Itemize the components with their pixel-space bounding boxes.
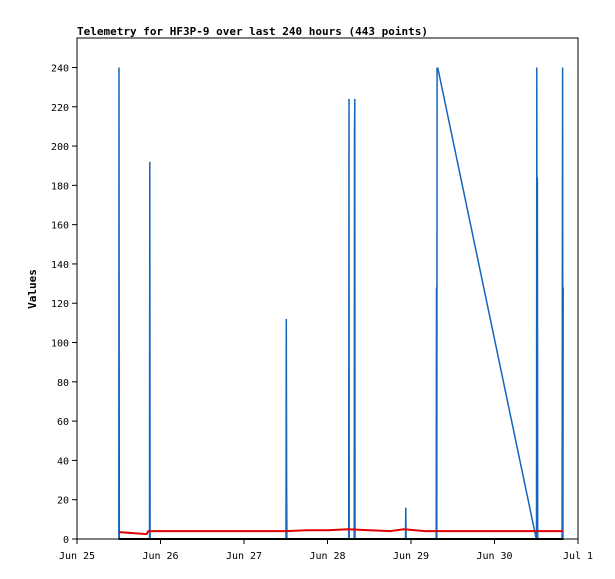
y-tick-label: 240 bbox=[51, 63, 69, 74]
x-tick-label: Jun 28 bbox=[309, 551, 345, 562]
y-tick-label: 0 bbox=[63, 535, 69, 546]
y-tick-label: 40 bbox=[57, 456, 69, 467]
x-tick-label: Jun 30 bbox=[476, 551, 512, 562]
y-axis-label: Values bbox=[26, 269, 39, 309]
chart-title: Telemetry for HF3P-9 over last 240 hours… bbox=[77, 25, 428, 38]
plot-frame bbox=[76, 37, 579, 540]
y-tick-label: 160 bbox=[51, 221, 69, 232]
y-tick-label: 20 bbox=[57, 496, 69, 507]
x-tick-label: Jun 25 bbox=[59, 551, 95, 562]
y-tick-label: 100 bbox=[51, 339, 69, 350]
x-tick-label: Jun 27 bbox=[226, 551, 262, 562]
y-tick-label: 180 bbox=[51, 181, 69, 192]
y-tick-label: 120 bbox=[51, 299, 69, 310]
series-line-1 bbox=[118, 528, 564, 536]
y-axis: 0 20 40 60 80 100 120 140 160 180 200 220 240 bbox=[51, 63, 77, 546]
y-tick-label: 60 bbox=[57, 417, 69, 428]
x-tick-label: Jun 26 bbox=[142, 551, 178, 562]
y-tick-label: 140 bbox=[51, 260, 69, 271]
x-axis: Jun 25 Jun 26 Jun 27 Jun 28 Jun 29 Jun 30 Jul … bbox=[59, 539, 593, 562]
y-tick-label: 220 bbox=[51, 103, 69, 114]
x-tick-label: Jul 1 bbox=[563, 551, 593, 562]
y-tick-label: 200 bbox=[51, 142, 69, 153]
x-tick-label: Jun 29 bbox=[393, 551, 429, 562]
y-tick-label: 80 bbox=[57, 378, 69, 389]
